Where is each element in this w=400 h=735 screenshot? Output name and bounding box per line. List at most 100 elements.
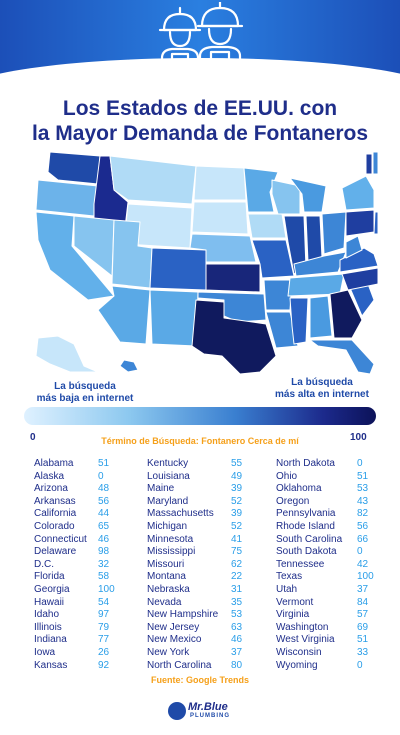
state-row: Kansas 92 xyxy=(34,659,110,671)
state-row: Montana 22 xyxy=(147,571,243,583)
map-state-north-dakota xyxy=(193,165,247,201)
map-state-west-virginia xyxy=(345,235,363,259)
map-state-oregon xyxy=(35,179,99,217)
map-state-alabama xyxy=(309,295,333,339)
state-row: Alabama 51 xyxy=(34,458,110,469)
state-row: South Carolina 66 xyxy=(276,533,369,545)
state-row: Indiana 77 xyxy=(34,634,110,646)
state-row: Ohio 51 xyxy=(276,470,369,482)
map-state-florida xyxy=(309,339,375,375)
map-state-georgia xyxy=(329,289,363,339)
map-state-ohio xyxy=(321,211,347,255)
map-state-nebraska xyxy=(189,233,257,263)
state-row: North Carolina 80 xyxy=(147,659,243,671)
state-row: Washington 69 xyxy=(276,621,369,633)
title-line-1: Los Estados de EE.UU. con xyxy=(62,97,338,120)
map-state-colorado xyxy=(149,247,207,291)
map-state-kansas xyxy=(205,263,261,293)
state-row: California 44 xyxy=(34,508,110,520)
logo-subtitle: PLUMBING xyxy=(190,713,230,719)
us-demand-map xyxy=(35,151,378,375)
map-state-michigan xyxy=(289,177,327,213)
state-row: Delaware 98 xyxy=(34,546,110,558)
mr-blue-logo: Mr.Blue PLUMBING xyxy=(168,700,238,724)
state-column-3: North Dakota 0 Ohio 51 Oklahoma 53 Oregon 43… xyxy=(276,458,374,672)
state-row: Hawaii 54 xyxy=(34,596,110,608)
plumber-workers-icon xyxy=(158,2,244,76)
map-state-washington xyxy=(47,151,101,185)
map-state-new-mexico xyxy=(149,289,199,347)
map-state-arkansas xyxy=(263,279,293,311)
scale-gradient-bar xyxy=(24,407,376,425)
state-row: Massachusetts 39 xyxy=(147,508,243,520)
legend-high-label: La búsqueda más alta en internet xyxy=(275,377,369,400)
state-row: Vermont 84 xyxy=(276,596,369,608)
map-state-iowa xyxy=(247,213,287,239)
state-row: Tennessee 42 xyxy=(276,558,369,570)
state-row: Georgia 100 xyxy=(34,583,115,595)
state-row: Rhode Island 56 xyxy=(276,520,369,532)
map-state-new-york xyxy=(341,175,375,211)
map-state-south-dakota xyxy=(191,201,249,235)
map-state-new-hampshire xyxy=(372,151,378,175)
state-row: South Dakota 0 xyxy=(276,546,363,558)
state-row: New Mexico 46 xyxy=(147,634,243,646)
state-row: New Jersey 63 xyxy=(147,621,243,633)
state-row: Minnesota 41 xyxy=(147,533,243,545)
state-row: Nebraska 31 xyxy=(147,583,243,595)
state-row: Oklahoma 53 xyxy=(276,483,369,495)
map-state-mississippi xyxy=(289,297,309,345)
state-row: Florida 58 xyxy=(34,571,110,583)
scale-max-label: 100 xyxy=(350,432,367,443)
header-banner xyxy=(0,0,400,92)
state-row: Pennsylvania 82 xyxy=(276,508,369,520)
state-row: New York 37 xyxy=(147,646,243,658)
state-row: West Virginia 51 xyxy=(276,634,369,646)
state-row: Kentucky 55 xyxy=(147,458,243,469)
title-line-2: la Mayor Demanda de Fontaneros xyxy=(31,122,369,145)
state-row: Arizona 48 xyxy=(34,483,110,495)
state-row: Wyoming 0 xyxy=(276,659,363,671)
state-row: Utah 37 xyxy=(276,583,369,595)
state-row: Wisconsin 33 xyxy=(276,646,369,658)
logo-mascot-icon xyxy=(168,702,186,720)
logo-name: Mr.Blue xyxy=(188,701,228,713)
scale-min-label: 0 xyxy=(30,432,36,443)
state-row: Oregon 43 xyxy=(276,495,369,507)
state-row: Michigan 52 xyxy=(147,520,243,532)
map-state-louisiana xyxy=(265,311,299,349)
state-row: New Hampshire 53 xyxy=(147,609,243,621)
state-row: Virginia 57 xyxy=(276,609,369,621)
legend-low-label: La búsqueda más baja en internet xyxy=(36,381,134,404)
map-state-montana xyxy=(109,155,197,205)
state-row: Colorado 65 xyxy=(34,520,110,532)
search-term-label: Término de Búsqueda: Fontanero Cerca de … xyxy=(101,436,299,446)
state-row: Nevada 35 xyxy=(147,596,243,608)
map-state-hawaii xyxy=(119,359,139,373)
map-state-indiana xyxy=(305,215,323,263)
state-row: D.C. 32 xyxy=(34,558,110,570)
state-row: Alaska 0 xyxy=(34,470,104,482)
state-row: North Dakota 0 xyxy=(276,458,363,469)
source-label: Fuente: Google Trends xyxy=(150,675,249,685)
map-state-minnesota xyxy=(243,167,279,213)
state-row: Mississippi 75 xyxy=(147,546,243,558)
state-row: Connecticut 46 xyxy=(34,533,110,545)
state-row: Illinois 79 xyxy=(34,621,110,633)
map-state-new-jersey xyxy=(373,211,378,235)
map-state-alaska xyxy=(35,335,99,373)
state-row: Idaho 97 xyxy=(34,609,110,621)
state-column-2: Kentucky 55 Louisiana 49 Maine 39 Maryland 5… xyxy=(147,458,242,672)
state-row: Maryland 52 xyxy=(147,495,243,507)
map-state-pennsylvania xyxy=(345,209,375,237)
page-title: Los Estados de EE.UU. con la Mayor Deman… xyxy=(0,96,400,146)
state-column-1: Alabama 51 Alaska 0 Arizona 48 Arkansas 56 C… xyxy=(34,458,115,672)
state-row: Texas 100 xyxy=(276,571,374,583)
map-state-vermont xyxy=(365,153,373,175)
state-row: Louisiana 49 xyxy=(147,470,243,482)
state-row: Arkansas 56 xyxy=(34,495,110,507)
state-row: Iowa 26 xyxy=(34,646,110,658)
state-row: Missouri 62 xyxy=(147,558,243,570)
map-state-north-carolina xyxy=(341,267,378,291)
map-state-texas xyxy=(191,299,277,375)
